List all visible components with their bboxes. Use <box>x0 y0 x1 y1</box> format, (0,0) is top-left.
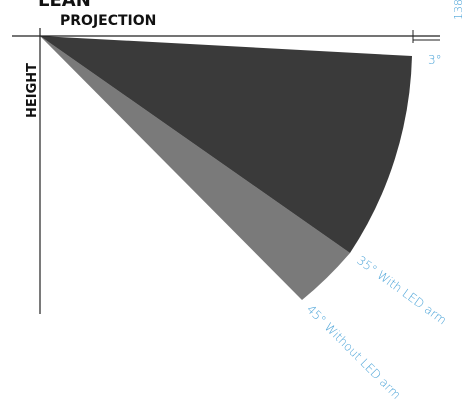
sector-3-to-35-with-led <box>40 36 412 253</box>
sector-45-without-led <box>40 36 350 300</box>
angle-3-label: 3° <box>428 53 442 67</box>
angle-45-label: 45° Without LED arm <box>304 302 404 402</box>
height-label: HEIGHT <box>25 63 40 118</box>
projection-label: PROJECTION <box>60 13 156 29</box>
projection-value: 138 <box>452 0 465 20</box>
angle-35-label: 35° With LED arm <box>354 253 449 327</box>
partial-title: LEAN <box>38 0 91 11</box>
